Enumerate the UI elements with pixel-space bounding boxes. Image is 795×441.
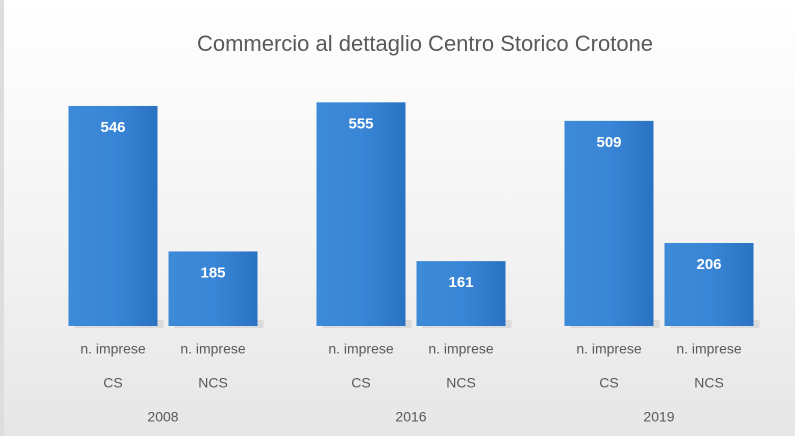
- x-subtick-label: NCS: [694, 375, 724, 391]
- x-subtick-label: NCS: [198, 375, 228, 391]
- left-edge: [0, 0, 4, 436]
- x-tick-label: n. imprese: [576, 341, 642, 357]
- bar: [68, 105, 158, 326]
- group-label: 2019: [643, 409, 674, 425]
- bar: [168, 251, 258, 326]
- x-subtick-label: CS: [351, 375, 370, 391]
- x-tick-label: n. imprese: [328, 341, 394, 357]
- chart-title: Commercio al dettaglio Centro Storico Cr…: [197, 31, 653, 56]
- x-subtick-label: NCS: [446, 375, 476, 391]
- bar: [416, 261, 506, 326]
- data-label: 555: [348, 115, 373, 132]
- bar: [664, 242, 754, 326]
- x-subtick-label: CS: [599, 375, 618, 391]
- data-label: 509: [596, 134, 621, 151]
- x-tick-label: n. imprese: [676, 341, 742, 357]
- x-tick-label: n. imprese: [428, 341, 494, 357]
- x-tick-label: n. imprese: [80, 341, 146, 357]
- data-label: 161: [448, 274, 473, 291]
- bar: [316, 102, 406, 327]
- bar: [564, 120, 654, 326]
- group-label: 2008: [147, 409, 178, 425]
- group-label: 2016: [395, 409, 426, 425]
- data-label: 546: [100, 119, 125, 136]
- data-label: 206: [696, 256, 721, 273]
- x-tick-label: n. imprese: [180, 341, 246, 357]
- data-label: 185: [200, 264, 225, 281]
- x-subtick-label: CS: [103, 375, 122, 391]
